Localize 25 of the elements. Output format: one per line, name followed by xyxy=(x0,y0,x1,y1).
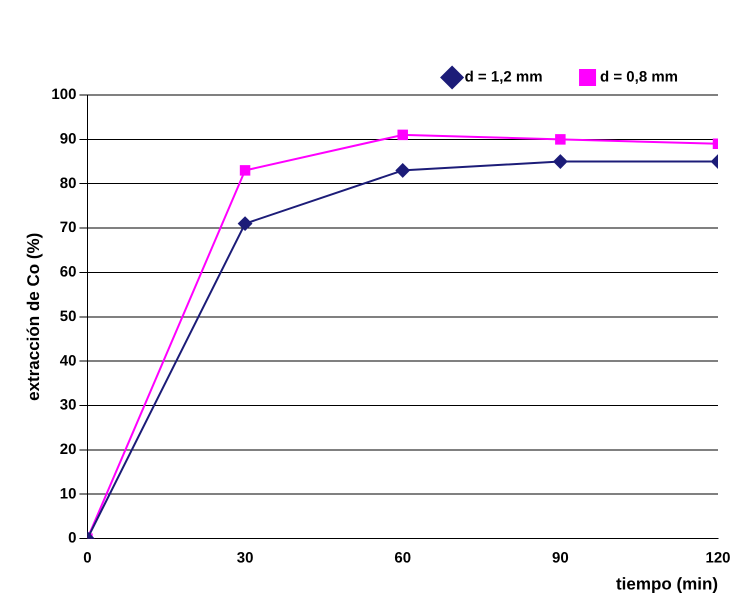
y-tick-label: 40 xyxy=(60,352,76,370)
point xyxy=(240,165,250,176)
point xyxy=(396,163,410,178)
y-tick-label: 100 xyxy=(51,86,76,104)
x-tick-label: 60 xyxy=(394,550,412,567)
x-tick-label: 30 xyxy=(236,550,254,567)
x-tick-label: 0 xyxy=(83,550,92,567)
y-tick-label: 30 xyxy=(60,396,76,414)
y-tick-label: 50 xyxy=(60,308,76,325)
point xyxy=(397,130,408,140)
y-tick-label: 0 xyxy=(68,530,76,547)
y-tick-label: 20 xyxy=(60,441,76,458)
y-tick-label: 90 xyxy=(60,130,76,148)
y-tick-label: 60 xyxy=(60,264,76,281)
y-axis-title: extracción de Co (%) xyxy=(24,232,43,401)
legend-label: d = 0,8 mm xyxy=(600,68,678,86)
y-tick-label: 70 xyxy=(60,219,76,236)
y-tick-label: 10 xyxy=(60,485,76,502)
legend-label: d = 1,2 mm xyxy=(464,68,543,86)
x-axis-title: tiempo (min) xyxy=(616,574,718,594)
point xyxy=(238,216,252,231)
x-tick-label: 120 xyxy=(705,550,731,567)
point xyxy=(553,154,568,169)
y-tick-label: 80 xyxy=(60,174,76,192)
x-tick-label: 90 xyxy=(552,550,569,567)
